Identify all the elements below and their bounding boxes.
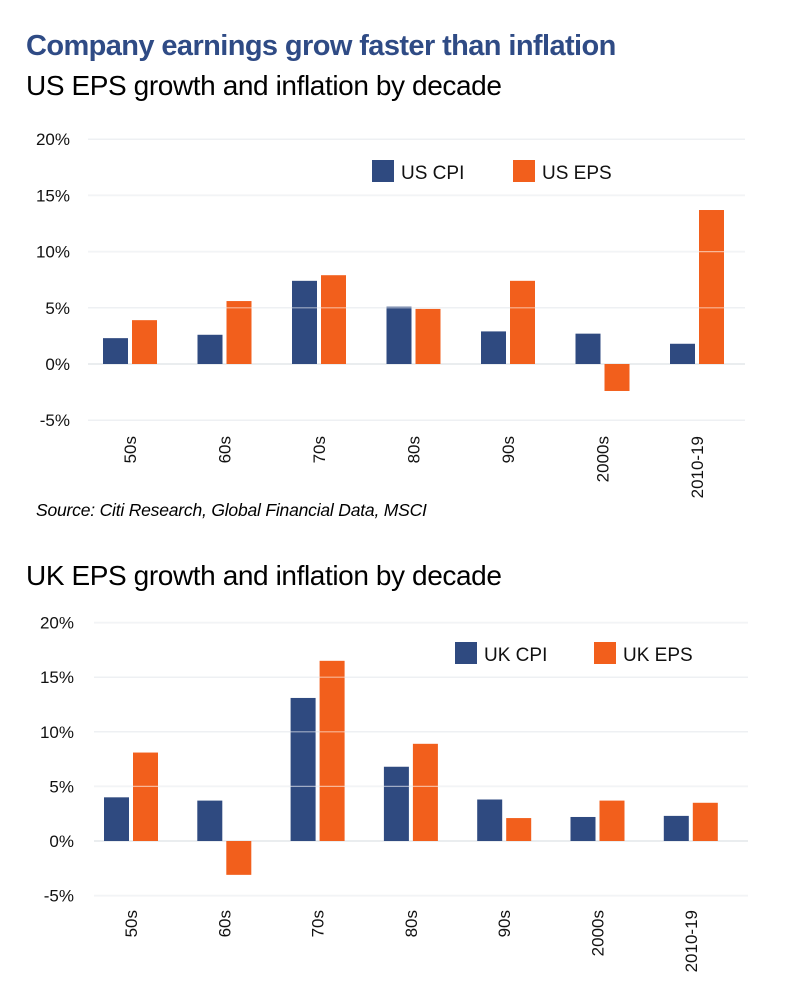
us-xtick-label: 70s bbox=[310, 436, 329, 463]
uk-ytick-label: 10% bbox=[40, 723, 74, 742]
source-note: Source: Citi Research, Global Financial … bbox=[36, 500, 427, 520]
us-bar-eps bbox=[132, 320, 157, 364]
uk-chart-title: UK EPS growth and inflation by decade bbox=[26, 560, 502, 591]
us-bar-eps bbox=[510, 280, 535, 364]
us-bar-cpi bbox=[386, 306, 412, 364]
uk-ytick-label: 5% bbox=[49, 777, 74, 796]
us-ytick-label: 5% bbox=[45, 299, 70, 318]
us-xtick-label: 2000s bbox=[594, 436, 613, 482]
us-legend-label-eps: US EPS bbox=[542, 163, 612, 184]
us-legend-swatch-eps bbox=[513, 160, 535, 182]
uk-bar-eps bbox=[412, 743, 438, 841]
uk-eps-chart: 20% 15% 10% 5% 0% -5% 50s 60s 70s 80s 90s 2000s 2010… bbox=[40, 614, 748, 972]
us-ytick-label: -5% bbox=[40, 411, 70, 430]
uk-legend-label-cpi: UK CPI bbox=[484, 645, 547, 666]
us-bar-eps bbox=[226, 301, 252, 364]
uk-bar-cpi bbox=[383, 766, 409, 841]
us-xtick-label: 80s bbox=[405, 436, 424, 463]
uk-bar-eps bbox=[226, 841, 252, 875]
uk-ytick-label: -5% bbox=[44, 887, 74, 906]
us-eps-chart: 20% 15% 10% 5% 0% -5% 50s 60s 70s 80s 90s 2000s 2010… bbox=[36, 130, 745, 498]
uk-legend-swatch-eps bbox=[594, 642, 616, 664]
uk-ytick-label: 15% bbox=[40, 668, 74, 687]
uk-xtick-label: 2010-19 bbox=[682, 910, 701, 972]
us-ytick-label: 10% bbox=[36, 243, 70, 262]
us-bar-eps bbox=[415, 308, 441, 364]
us-xtick-label: 60s bbox=[216, 436, 235, 463]
us-legend-label-cpi: US CPI bbox=[401, 163, 464, 184]
uk-bar-cpi bbox=[290, 697, 316, 841]
uk-bar-eps bbox=[133, 752, 158, 841]
us-ytick-label: 15% bbox=[36, 186, 70, 205]
uk-bar-eps bbox=[506, 818, 532, 841]
uk-xtick-label: 90s bbox=[495, 910, 514, 937]
uk-xtick-label: 50s bbox=[122, 910, 141, 937]
uk-xtick-label: 70s bbox=[309, 910, 328, 937]
uk-legend-swatch-cpi bbox=[455, 642, 477, 664]
us-bar-cpi bbox=[197, 334, 223, 364]
us-xtick-label: 50s bbox=[121, 436, 140, 463]
uk-legend-label-eps: UK EPS bbox=[623, 645, 693, 666]
us-legend-swatch-cpi bbox=[372, 160, 394, 182]
uk-bar-cpi bbox=[477, 799, 503, 841]
us-xtick-label: 90s bbox=[499, 436, 518, 463]
uk-ytick-label: 0% bbox=[49, 832, 74, 851]
uk-bar-cpi bbox=[570, 816, 596, 841]
uk-bar-eps bbox=[599, 800, 625, 841]
us-xtick-label: 2010-19 bbox=[688, 436, 707, 498]
us-bar-cpi bbox=[481, 331, 506, 364]
uk-bar-eps bbox=[319, 660, 345, 841]
uk-bar-eps bbox=[692, 802, 718, 841]
us-bar-eps bbox=[321, 275, 346, 364]
us-chart-title: US EPS growth and inflation by decade bbox=[26, 70, 502, 101]
uk-bar-cpi bbox=[663, 815, 689, 841]
us-bar-eps bbox=[699, 210, 724, 364]
uk-ytick-label: 20% bbox=[40, 614, 74, 633]
uk-bar-cpi bbox=[197, 800, 223, 841]
us-ytick-label: 0% bbox=[45, 355, 70, 374]
uk-xtick-label: 80s bbox=[402, 910, 421, 937]
uk-xtick-label: 60s bbox=[215, 910, 234, 937]
us-ytick-label: 20% bbox=[36, 130, 70, 149]
us-bar-eps bbox=[604, 364, 630, 391]
uk-bar-cpi bbox=[104, 797, 129, 841]
us-bar-cpi bbox=[292, 280, 317, 364]
us-bar-cpi bbox=[575, 333, 601, 364]
us-bar-cpi bbox=[103, 338, 128, 364]
us-bar-cpi bbox=[670, 343, 695, 364]
uk-xtick-label: 2000s bbox=[589, 910, 608, 956]
headline: Company earnings grow faster than inflat… bbox=[26, 30, 616, 62]
